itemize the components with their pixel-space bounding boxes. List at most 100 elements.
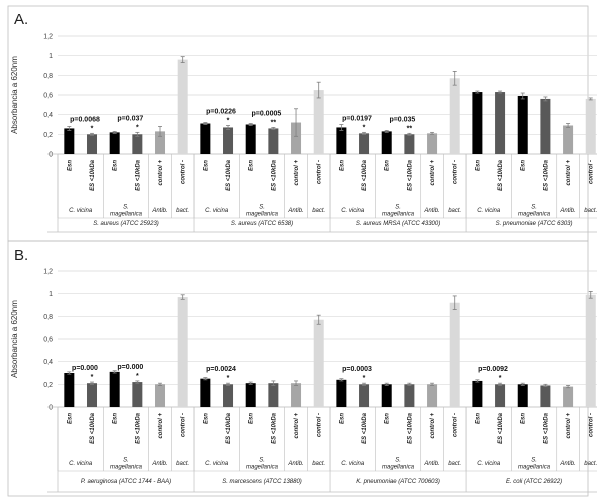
bar <box>404 134 415 154</box>
category-label: Esn <box>249 413 255 424</box>
bar <box>177 297 188 407</box>
group-label: Antib. <box>151 208 167 214</box>
strain-label: S. aureus (ATCC 25923) <box>93 221 159 227</box>
y-axis-label: Absorbancia a 620nm <box>10 300 19 378</box>
y-tick-label: 0,4 <box>43 359 53 366</box>
p-value-label: p=0.0197 <box>342 115 372 122</box>
strain-label: S. aureus MRSA (ATCC 43300) <box>356 221 440 227</box>
category-label: ES <10kDa <box>362 412 368 444</box>
category-label: control - <box>589 413 595 437</box>
p-value-label: p=0.000 <box>72 365 98 372</box>
category-label: Esn <box>203 160 209 171</box>
category-label: Esn <box>67 413 73 424</box>
panel-letter: B. <box>14 247 28 264</box>
category-label: control - <box>453 160 459 184</box>
bar <box>245 124 256 154</box>
significance-stars: * <box>363 124 366 131</box>
group-label: C. vicina <box>477 208 501 214</box>
strain-label: K. pneumoniae (ATCC 700603) <box>356 479 440 485</box>
y-tick-label: 0,2 <box>43 382 53 389</box>
category-label: Esn <box>521 413 527 424</box>
group-label: S. magellanica <box>110 458 143 471</box>
bar <box>268 383 279 407</box>
bar <box>540 98 551 154</box>
group-label: Antib. <box>151 461 167 467</box>
group-label: S. magellanica <box>246 205 279 218</box>
bar <box>87 383 98 407</box>
y-tick-label: 0,8 <box>43 73 53 80</box>
significance-stars: * <box>136 373 139 380</box>
bar <box>64 373 75 407</box>
group-label: bact. <box>448 208 461 214</box>
y-tick-label: 0,2 <box>43 132 53 139</box>
bar <box>472 380 483 407</box>
bar <box>245 383 256 407</box>
y-tick-label: 0,6 <box>43 337 53 344</box>
bar <box>155 384 166 407</box>
category-label: Esn <box>67 160 73 171</box>
bar <box>449 302 460 407</box>
y-tick-label: 0 <box>49 152 53 159</box>
significance-stars: * <box>136 124 139 131</box>
bar <box>449 78 460 154</box>
category-label: ES <10kDa <box>543 412 549 444</box>
category-label: ES <10kDa <box>407 159 413 191</box>
bar <box>268 128 279 154</box>
group-label: S. magellanica <box>518 458 551 471</box>
bar <box>517 95 528 154</box>
category-label: ES <10kDa <box>271 412 277 444</box>
category-label: control + <box>294 413 300 439</box>
significance-stars: * <box>91 125 94 132</box>
category-label: ES <10kDa <box>90 159 96 191</box>
p-value-label: p=0.0005 <box>251 110 281 117</box>
bar <box>64 128 75 154</box>
y-tick-label: 0,8 <box>43 314 53 321</box>
category-label: ES <10kDa <box>90 412 96 444</box>
y-tick-label: 1 <box>49 291 53 298</box>
category-label: control + <box>294 160 300 186</box>
category-label: ES <10kDa <box>362 159 368 191</box>
category-label: control - <box>317 160 323 184</box>
bar <box>585 294 596 407</box>
strain-label: E. coli (ATCC 26922) <box>506 479 562 485</box>
bar <box>132 382 143 407</box>
group-label: C. vicina <box>69 208 93 214</box>
bar <box>517 384 528 407</box>
p-value-label: p=0.035 <box>389 116 415 123</box>
bar <box>495 384 506 407</box>
bar <box>87 134 98 154</box>
category-label: control + <box>158 160 164 186</box>
strain-label: S. aureus (ATCC 6538) <box>231 221 293 227</box>
bar <box>585 98 596 154</box>
group-label: Antib. <box>287 208 303 214</box>
bar <box>359 384 370 407</box>
category-label: ES <10kDa <box>271 159 277 191</box>
p-value-label: p=0.0068 <box>70 116 100 123</box>
p-value-label: p=0.037 <box>117 115 143 122</box>
bar <box>381 384 392 407</box>
panel-letter: A. <box>14 11 28 28</box>
group-label: C. vicina <box>477 461 501 467</box>
bar <box>540 385 551 407</box>
group-label: S. magellanica <box>518 205 551 218</box>
p-value-label: p=0.000 <box>117 364 143 371</box>
group-label: S. magellanica <box>382 458 415 471</box>
significance-stars: * <box>227 117 230 124</box>
y-tick-label: 1 <box>49 53 53 60</box>
bar <box>291 383 302 407</box>
category-label: Esn <box>475 413 481 424</box>
y-tick-label: 1,2 <box>43 34 53 41</box>
category-label: control + <box>566 160 572 186</box>
group-label: C. vicina <box>341 461 365 467</box>
bar <box>200 378 211 407</box>
p-value-label: p=0.0226 <box>206 108 236 115</box>
y-tick-label: 0,4 <box>43 112 53 119</box>
significance-stars: ** <box>271 119 277 126</box>
bar <box>223 127 234 154</box>
bar <box>404 384 415 407</box>
group-label: Antib. <box>559 208 575 214</box>
group-label: bact. <box>448 461 461 467</box>
bar <box>109 132 120 154</box>
group-label: bact. <box>176 208 189 214</box>
